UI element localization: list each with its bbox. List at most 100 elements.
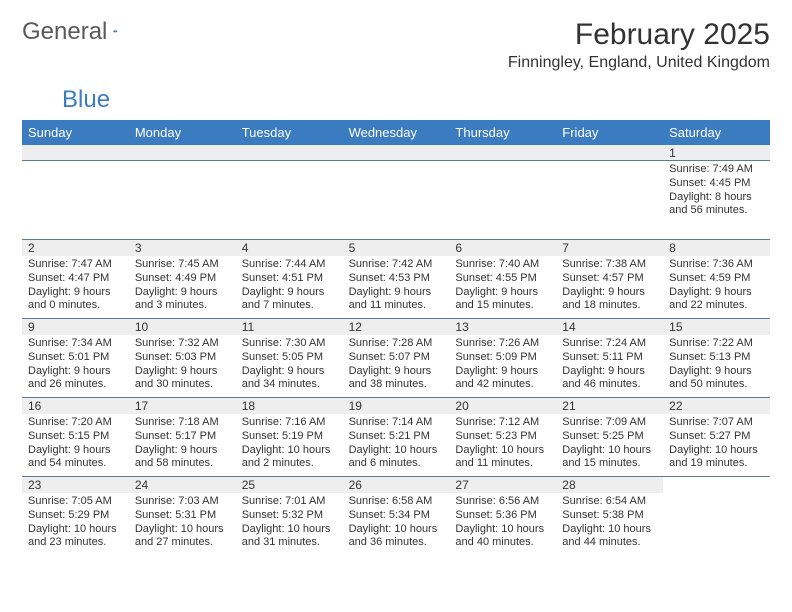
- logo-word-blue: Blue: [62, 86, 770, 114]
- day-number: 26: [343, 477, 450, 493]
- day-number: 13: [449, 319, 556, 335]
- week-1-daynum-row: 1: [22, 145, 770, 161]
- calendar-cell-empty: [343, 161, 450, 239]
- day-number: 16: [22, 398, 129, 414]
- day-number: 18: [236, 398, 343, 414]
- day-number: 23: [22, 477, 129, 493]
- logo: General: [22, 18, 141, 46]
- calendar-cell-empty: [449, 161, 556, 239]
- day-number: 1: [663, 145, 770, 161]
- calendar-cell: 23 Sunrise: 7:05 AM Sunset: 5:29 PM Dayl…: [22, 477, 129, 555]
- day-number: 2: [22, 240, 129, 256]
- day-details: Sunrise: 7:12 AM Sunset: 5:23 PM Dayligh…: [449, 414, 556, 475]
- day-number: 12: [343, 319, 450, 335]
- calendar-cell: 19 Sunrise: 7:14 AM Sunset: 5:21 PM Dayl…: [343, 398, 450, 476]
- calendar-cell: 12 Sunrise: 7:28 AM Sunset: 5:07 PM Dayl…: [343, 319, 450, 397]
- day-number: 5: [343, 240, 450, 256]
- calendar-cell-empty: [236, 161, 343, 239]
- logo-mark-icon: [113, 22, 118, 40]
- day-number: 3: [129, 240, 236, 256]
- day-number: 14: [556, 319, 663, 335]
- calendar-cell: 28 Sunrise: 6:54 AM Sunset: 5:38 PM Dayl…: [556, 477, 663, 555]
- day-details: Sunrise: 7:30 AM Sunset: 5:05 PM Dayligh…: [236, 335, 343, 396]
- day-details: Sunrise: 7:01 AM Sunset: 5:32 PM Dayligh…: [236, 493, 343, 554]
- weekday-header: Thursday: [449, 120, 556, 145]
- calendar-cell: 6 Sunrise: 7:40 AM Sunset: 4:55 PM Dayli…: [449, 240, 556, 318]
- day-details: Sunrise: 7:20 AM Sunset: 5:15 PM Dayligh…: [22, 414, 129, 475]
- day-details: Sunrise: 7:07 AM Sunset: 5:27 PM Dayligh…: [663, 414, 770, 475]
- calendar-cell: 18 Sunrise: 7:16 AM Sunset: 5:19 PM Dayl…: [236, 398, 343, 476]
- day-number: 9: [22, 319, 129, 335]
- weekday-header: Friday: [556, 120, 663, 145]
- day-details: Sunrise: 7:26 AM Sunset: 5:09 PM Dayligh…: [449, 335, 556, 396]
- calendar-cell: 2 Sunrise: 7:47 AM Sunset: 4:47 PM Dayli…: [22, 240, 129, 318]
- calendar-cell: 20 Sunrise: 7:12 AM Sunset: 5:23 PM Dayl…: [449, 398, 556, 476]
- calendar-cell: 16 Sunrise: 7:20 AM Sunset: 5:15 PM Dayl…: [22, 398, 129, 476]
- calendar-cell-empty: [556, 161, 663, 239]
- calendar-cell: 25 Sunrise: 7:01 AM Sunset: 5:32 PM Dayl…: [236, 477, 343, 555]
- day-details: Sunrise: 7:05 AM Sunset: 5:29 PM Dayligh…: [22, 493, 129, 554]
- day-details: Sunrise: 7:49 AM Sunset: 4:45 PM Dayligh…: [663, 161, 770, 222]
- calendar-cell-empty: [22, 161, 129, 239]
- weekday-header: Sunday: [22, 120, 129, 145]
- day-number: 27: [449, 477, 556, 493]
- calendar-weekday-header: Sunday Monday Tuesday Wednesday Thursday…: [22, 120, 770, 145]
- day-details: Sunrise: 6:58 AM Sunset: 5:34 PM Dayligh…: [343, 493, 450, 554]
- day-number: 8: [663, 240, 770, 256]
- day-details: Sunrise: 6:56 AM Sunset: 5:36 PM Dayligh…: [449, 493, 556, 554]
- calendar-cell: 5 Sunrise: 7:42 AM Sunset: 4:53 PM Dayli…: [343, 240, 450, 318]
- day-details: Sunrise: 7:34 AM Sunset: 5:01 PM Dayligh…: [22, 335, 129, 396]
- day-number: 25: [236, 477, 343, 493]
- day-number: 28: [556, 477, 663, 493]
- calendar-cell: 11 Sunrise: 7:30 AM Sunset: 5:05 PM Dayl…: [236, 319, 343, 397]
- weekday-header: Tuesday: [236, 120, 343, 145]
- calendar-cell: 3 Sunrise: 7:45 AM Sunset: 4:49 PM Dayli…: [129, 240, 236, 318]
- calendar-cell: 27 Sunrise: 6:56 AM Sunset: 5:36 PM Dayl…: [449, 477, 556, 555]
- calendar-cell: 26 Sunrise: 6:58 AM Sunset: 5:34 PM Dayl…: [343, 477, 450, 555]
- day-details: Sunrise: 7:16 AM Sunset: 5:19 PM Dayligh…: [236, 414, 343, 475]
- day-details: Sunrise: 7:09 AM Sunset: 5:25 PM Dayligh…: [556, 414, 663, 475]
- day-details: Sunrise: 7:44 AM Sunset: 4:51 PM Dayligh…: [236, 256, 343, 317]
- calendar-week-row: 2 Sunrise: 7:47 AM Sunset: 4:47 PM Dayli…: [22, 240, 770, 319]
- calendar-cell: 14 Sunrise: 7:24 AM Sunset: 5:11 PM Dayl…: [556, 319, 663, 397]
- calendar-cell: 10 Sunrise: 7:32 AM Sunset: 5:03 PM Dayl…: [129, 319, 236, 397]
- calendar-cell-empty: [129, 161, 236, 239]
- day-details: Sunrise: 7:18 AM Sunset: 5:17 PM Dayligh…: [129, 414, 236, 475]
- day-details: Sunrise: 6:54 AM Sunset: 5:38 PM Dayligh…: [556, 493, 663, 554]
- day-details: Sunrise: 7:03 AM Sunset: 5:31 PM Dayligh…: [129, 493, 236, 554]
- day-number: 7: [556, 240, 663, 256]
- day-details: Sunrise: 7:32 AM Sunset: 5:03 PM Dayligh…: [129, 335, 236, 396]
- day-details: Sunrise: 7:42 AM Sunset: 4:53 PM Dayligh…: [343, 256, 450, 317]
- calendar-week-row: 16 Sunrise: 7:20 AM Sunset: 5:15 PM Dayl…: [22, 398, 770, 477]
- day-number: 22: [663, 398, 770, 414]
- day-details: Sunrise: 7:22 AM Sunset: 5:13 PM Dayligh…: [663, 335, 770, 396]
- calendar-cell: 8 Sunrise: 7:36 AM Sunset: 4:59 PM Dayli…: [663, 240, 770, 318]
- day-number: 24: [129, 477, 236, 493]
- weekday-header: Saturday: [663, 120, 770, 145]
- title-block: February 2025 Finningley, England, Unite…: [508, 18, 770, 72]
- calendar-cell: 4 Sunrise: 7:44 AM Sunset: 4:51 PM Dayli…: [236, 240, 343, 318]
- calendar-cell: 21 Sunrise: 7:09 AM Sunset: 5:25 PM Dayl…: [556, 398, 663, 476]
- weekday-header: Monday: [129, 120, 236, 145]
- day-details: Sunrise: 7:24 AM Sunset: 5:11 PM Dayligh…: [556, 335, 663, 396]
- calendar-cell-empty: [663, 477, 770, 555]
- page-title: February 2025: [508, 18, 770, 52]
- calendar-week-row: 23 Sunrise: 7:05 AM Sunset: 5:29 PM Dayl…: [22, 477, 770, 555]
- day-number: 11: [236, 319, 343, 335]
- day-details: Sunrise: 7:38 AM Sunset: 4:57 PM Dayligh…: [556, 256, 663, 317]
- calendar-cell: 24 Sunrise: 7:03 AM Sunset: 5:31 PM Dayl…: [129, 477, 236, 555]
- calendar-cell: 13 Sunrise: 7:26 AM Sunset: 5:09 PM Dayl…: [449, 319, 556, 397]
- logo-word-general: General: [22, 18, 107, 46]
- calendar-cell: 9 Sunrise: 7:34 AM Sunset: 5:01 PM Dayli…: [22, 319, 129, 397]
- calendar-cell: 7 Sunrise: 7:38 AM Sunset: 4:57 PM Dayli…: [556, 240, 663, 318]
- calendar-cell: 22 Sunrise: 7:07 AM Sunset: 5:27 PM Dayl…: [663, 398, 770, 476]
- weekday-header: Wednesday: [343, 120, 450, 145]
- day-details: Sunrise: 7:47 AM Sunset: 4:47 PM Dayligh…: [22, 256, 129, 317]
- calendar-week-row: Sunrise: 7:49 AM Sunset: 4:45 PM Dayligh…: [22, 161, 770, 240]
- day-details: Sunrise: 7:40 AM Sunset: 4:55 PM Dayligh…: [449, 256, 556, 317]
- day-number: 4: [236, 240, 343, 256]
- day-number: 19: [343, 398, 450, 414]
- calendar-cell: 17 Sunrise: 7:18 AM Sunset: 5:17 PM Dayl…: [129, 398, 236, 476]
- day-number: 17: [129, 398, 236, 414]
- day-details: Sunrise: 7:45 AM Sunset: 4:49 PM Dayligh…: [129, 256, 236, 317]
